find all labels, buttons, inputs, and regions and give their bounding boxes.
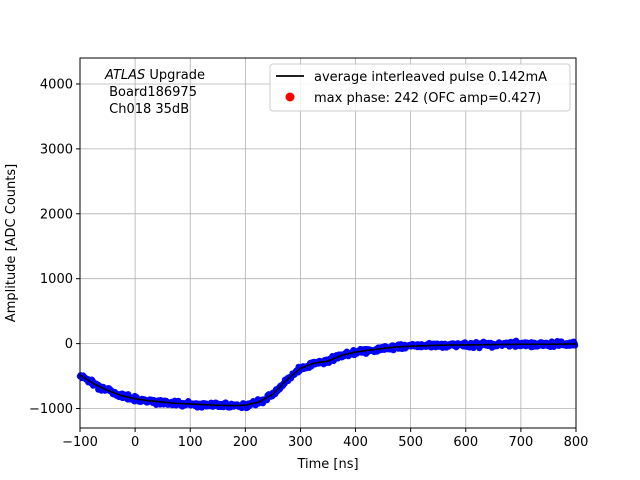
sample-point [571, 342, 579, 349]
plot-frame [79, 57, 577, 429]
x-tick-label: 300 [288, 435, 313, 450]
y-tick-label: −1000 [29, 402, 73, 417]
x-axis-label: Time [ns] [296, 457, 358, 472]
average-pulse-line [79, 343, 577, 407]
y-tick-label: 3000 [40, 142, 73, 157]
y-tick-label: 0 [65, 337, 73, 352]
legend-label-max-phase: max phase: 242 (OFC amp=0.427) [314, 91, 541, 106]
legend-label-average: average interleaved pulse 0.142mA [314, 70, 547, 85]
y-tick-label: 4000 [40, 77, 73, 92]
x-axis-ticks: −100 0 100 200 300 400 500 600 700 800 [62, 428, 588, 450]
legend-box [269, 63, 571, 112]
annotation-experiment-suffix: Upgrade [145, 68, 205, 83]
x-tick-label: 700 [508, 435, 533, 450]
x-tick-label: 500 [398, 435, 423, 450]
annotation-experiment: ATLAS [104, 68, 145, 83]
y-tick-label: 2000 [40, 207, 73, 222]
y-axis-ticks: −1000 0 1000 2000 3000 4000 [29, 77, 80, 417]
x-tick-label: 800 [564, 435, 589, 450]
y-tick-label: 1000 [40, 272, 73, 287]
x-tick-label: 200 [233, 435, 258, 450]
svg-text:ATLAS Upgrade: ATLAS Upgrade [104, 68, 205, 83]
x-tick-label: 600 [453, 435, 478, 450]
annotation-board: Board186975 [105, 85, 197, 100]
x-tick-label: −100 [62, 435, 98, 450]
annotation: ATLAS Upgrade Board186975 Ch018 35dB [104, 68, 205, 117]
legend-marker-swatch [285, 92, 295, 102]
annotation-channel: Ch018 35dB [105, 102, 189, 117]
x-tick-label: 100 [178, 435, 203, 450]
x-tick-label: 400 [343, 435, 368, 450]
x-tick-label: 0 [131, 435, 139, 450]
y-axis-label: Amplitude [ADC Counts] [4, 164, 19, 322]
plot-area [80, 58, 576, 428]
legend: average interleaved pulse 0.142mA max ph… [269, 63, 571, 112]
